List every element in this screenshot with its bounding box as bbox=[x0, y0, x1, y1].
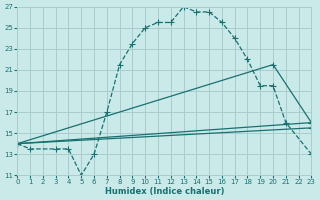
X-axis label: Humidex (Indice chaleur): Humidex (Indice chaleur) bbox=[105, 187, 224, 196]
